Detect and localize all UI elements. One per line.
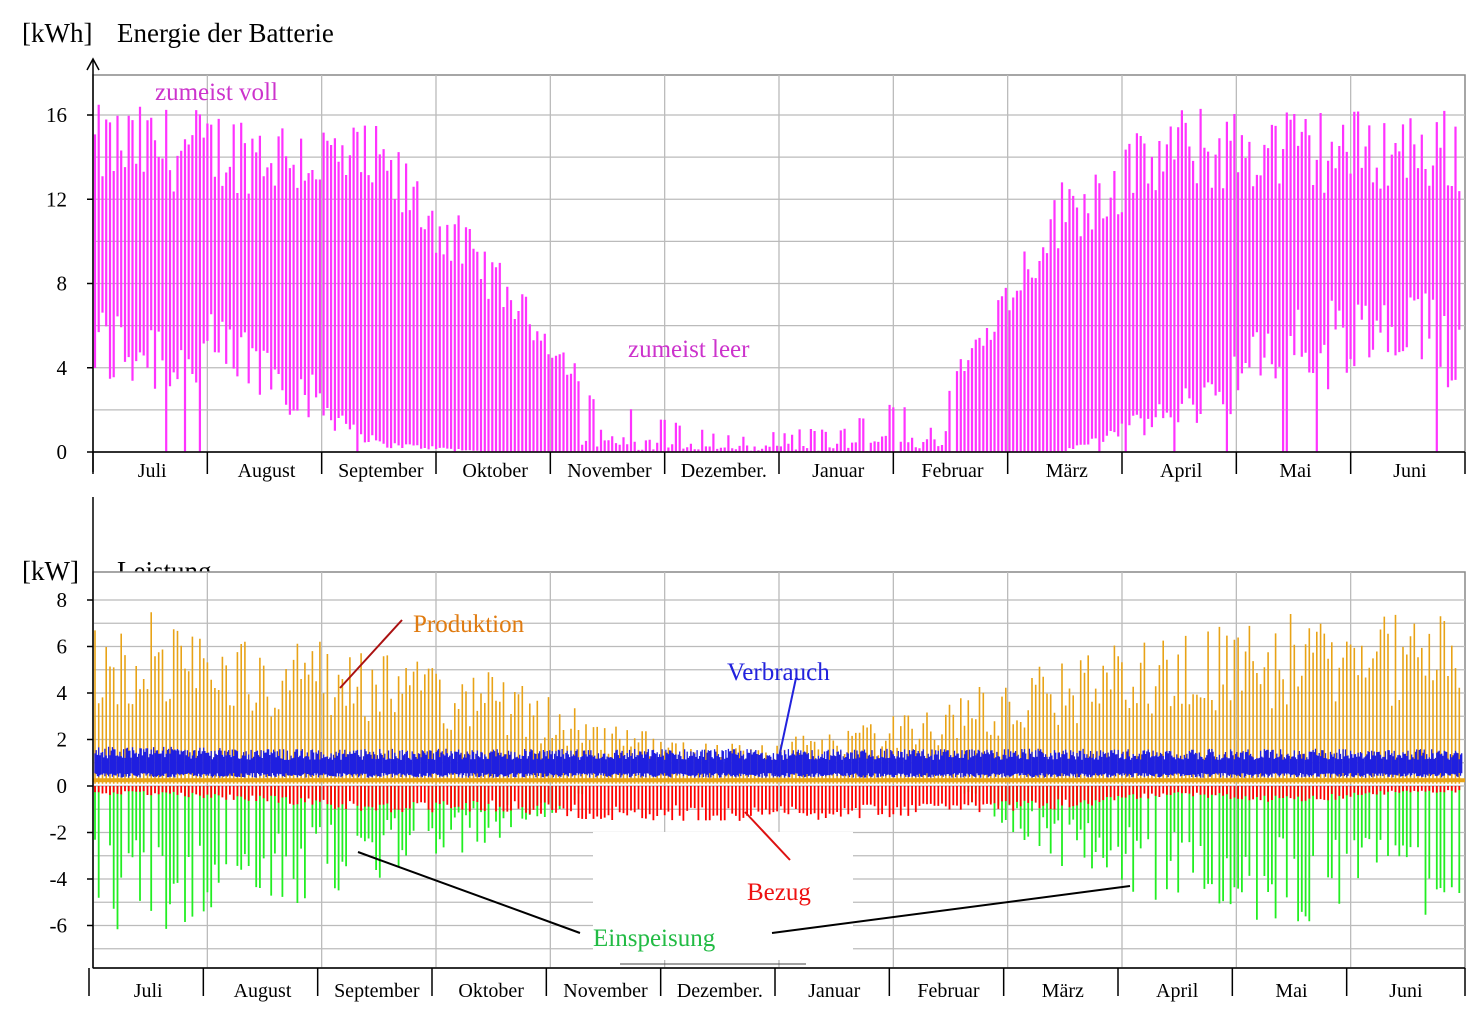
top-title: Energie der Batterie	[117, 18, 334, 48]
bottom-y-tick-label: -2	[50, 821, 68, 845]
bottom-month-label: Dezember.	[677, 980, 763, 1002]
top-month-label: Mai	[1279, 460, 1312, 482]
top-month-label: Januar	[812, 460, 865, 482]
annotation-bezug: Bezug	[747, 879, 811, 906]
leader-verbrauch	[774, 677, 797, 777]
top-month-label: September	[338, 460, 424, 482]
bottom-y-tick-label: 0	[57, 774, 68, 798]
bottom-month-label: März	[1042, 980, 1084, 1002]
top-month-label: April	[1160, 460, 1203, 482]
bottom-month-label: August	[234, 980, 292, 1002]
bottom-month-label: November	[563, 980, 648, 1002]
top-ylabel: [kWh]	[22, 18, 92, 48]
bottom-month-label: Juni	[1389, 980, 1423, 1002]
bottom-ylabel: [kW]	[22, 556, 79, 586]
bottom-y-tick-label: -4	[50, 867, 68, 891]
top-month-label: August	[238, 460, 296, 482]
top-y-tick-label: 4	[57, 356, 68, 380]
bottom-month-label: Oktober	[458, 980, 524, 1002]
top-month-label: Oktober	[462, 460, 528, 482]
top-y-axis-arrow	[86, 57, 100, 71]
annotation-produktion: Produktion	[413, 611, 525, 638]
bottom-month-label: Februar	[917, 980, 980, 1002]
bottom-month-label: Juli	[134, 980, 163, 1002]
top-month-label: November	[567, 460, 652, 482]
annotation-verbrauch: Verbrauch	[727, 659, 830, 686]
leader-bezug	[744, 811, 791, 861]
battery-energy-series	[93, 104, 1461, 452]
annotation-zumeist-leer: zumeist leer	[628, 336, 750, 363]
top-month-label: Juni	[1393, 460, 1427, 482]
series-verbrauch	[94, 746, 1463, 778]
bottom-month-label: April	[1156, 980, 1199, 1002]
top-plot-area: 0 4 8 12 16 Juli August September Oktober Novembe…	[46, 57, 1466, 482]
leader-produktion	[339, 619, 403, 689]
top-y-tick-label: 12	[46, 187, 67, 211]
bottom-month-label: Januar	[808, 980, 861, 1002]
bottom-y-tick-label: 2	[57, 728, 68, 752]
annotation-zumeist-voll: zumeist voll	[155, 79, 278, 106]
series-bezug	[94, 786, 1461, 821]
top-y-tick-label: 8	[57, 272, 68, 296]
bottom-y-tick-label: -6	[50, 914, 68, 938]
label-background-panel	[593, 832, 853, 960]
leader-einspeisung-right	[771, 885, 1131, 934]
bottom-plot-area: -6 -4 -2 0 2 4 6 8 Juli August September Oktober Nov…	[50, 497, 1466, 1002]
annotation-einspeisung: Einspeisung	[593, 925, 716, 952]
bottom-month-label: Mai	[1275, 980, 1308, 1002]
bottom-y-tick-label: 8	[57, 588, 68, 612]
bottom-y-tick-label: 6	[57, 635, 68, 659]
top-y-tick-label: 16	[46, 103, 67, 127]
top-month-label: Dezember.	[681, 460, 767, 482]
leader-einspeisung-left	[357, 851, 581, 934]
top-month-label: Februar	[921, 460, 984, 482]
top-y-tick-label: 0	[57, 440, 68, 464]
top-month-label: März	[1046, 460, 1088, 482]
bottom-y-tick-label: 4	[57, 681, 68, 705]
bottom-month-label: September	[334, 980, 420, 1002]
top-month-label: Juli	[138, 460, 167, 482]
